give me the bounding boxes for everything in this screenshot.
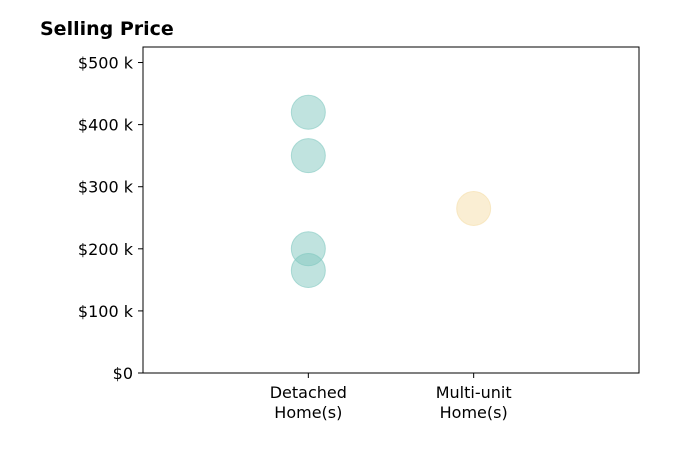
chart-title: Selling Price xyxy=(40,18,174,40)
x-axis: Detached Home(s) Multi-unit Home(s) xyxy=(270,373,512,422)
y-tick-label: $400 k xyxy=(78,116,134,135)
data-point xyxy=(290,253,326,289)
y-axis: $0 $100 k $200 k $300 k $400 k $500 k xyxy=(78,54,143,383)
x-tick-label: Multi-unit Home(s) xyxy=(436,383,512,422)
plot-area-frame xyxy=(142,46,640,374)
y-tick-label: $0 xyxy=(113,364,133,383)
plot-marks xyxy=(290,94,492,289)
data-point xyxy=(456,190,492,226)
y-tick-label: $200 k xyxy=(78,240,134,259)
y-tick-label: $500 k xyxy=(78,54,134,73)
data-point xyxy=(290,94,326,130)
data-point xyxy=(290,138,326,174)
y-tick-label: $100 k xyxy=(78,302,134,321)
x-tick-label: Detached Home(s) xyxy=(270,383,347,422)
y-tick-label: $300 k xyxy=(78,178,134,197)
